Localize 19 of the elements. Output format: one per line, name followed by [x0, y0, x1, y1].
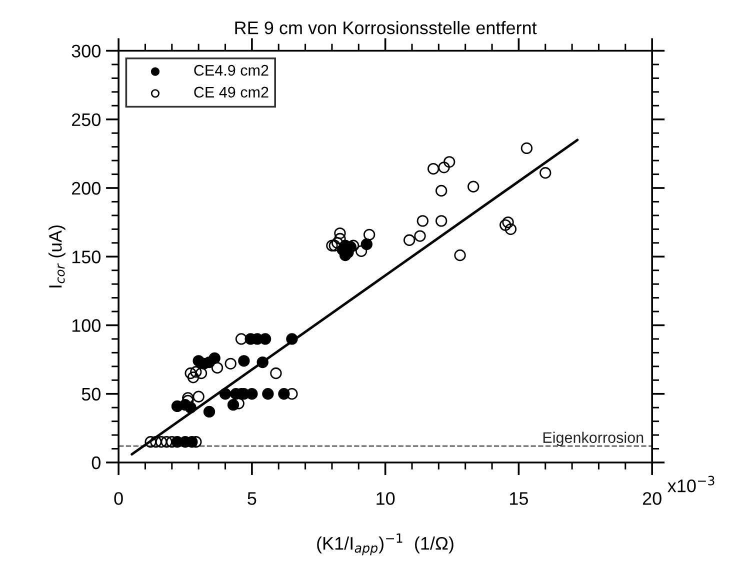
chart-title: RE 9 cm von Korrosionsstelle entfernt — [235, 21, 537, 34]
y-tick-label: 50 — [82, 388, 100, 401]
text: x10$^{−3}$ — [668, 476, 714, 492]
legend-label: CE 49 cm2 — [194, 86, 268, 98]
x-tick-label: 5 — [248, 492, 256, 505]
y-tick-label: 100 — [72, 319, 100, 332]
x-tick-label: 20 — [642, 492, 662, 505]
x-axis-title: (K1/I$_{app}$)$^{−1}$ (1/Ω) — [317, 533, 454, 556]
legend-label: CE4.9 cm2 — [194, 64, 268, 76]
y-axis-title: I$_{cor}$ (uA) — [48, 225, 66, 288]
x-tick-label: 0 — [114, 492, 123, 505]
y-tick-label: 300 — [72, 44, 100, 58]
y-tick-label: 150 — [72, 250, 100, 264]
x-tick-label: 15 — [510, 492, 528, 505]
y-tick-label: 250 — [72, 113, 100, 126]
x-tick-label: 10 — [376, 492, 395, 505]
y-tick-label: 200 — [72, 182, 100, 195]
y-tick-label: 0 — [92, 456, 100, 470]
ref-line-label: Eigenkorrosion — [543, 432, 644, 446]
